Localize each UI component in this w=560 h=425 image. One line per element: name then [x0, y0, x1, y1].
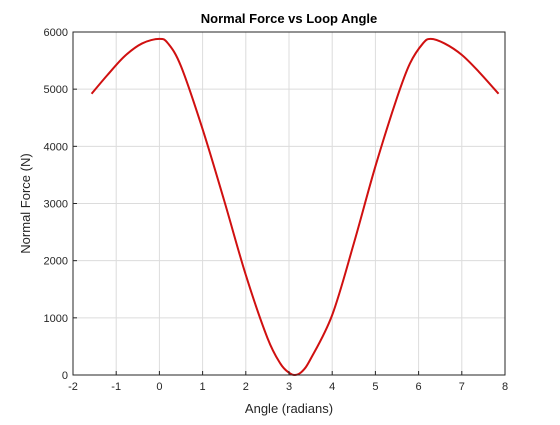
x-tick-label: 5 — [372, 381, 378, 393]
x-tick-label: 6 — [416, 381, 422, 393]
chart-title: Normal Force vs Loop Angle — [201, 11, 378, 26]
y-tick-label: 3000 — [44, 199, 68, 211]
x-tick-label: 2 — [243, 381, 249, 393]
tick-layer: -2 -1 0 1 2 3 4 5 6 7 8 0 1000 2000 3000 4000 5000 6000 — [44, 27, 509, 393]
x-tick-label: 7 — [459, 381, 465, 393]
x-tick-label: 4 — [329, 381, 335, 393]
y-tick-label: 4000 — [44, 141, 68, 153]
x-tick-label: -2 — [68, 381, 78, 393]
y-tick-label: 2000 — [44, 256, 68, 268]
y-axis-title: Normal Force (N) — [18, 153, 33, 253]
x-tick-label: -1 — [111, 381, 121, 393]
y-tick-label: 6000 — [44, 27, 68, 39]
x-tick-label: 1 — [200, 381, 206, 393]
y-tick-label: 0 — [62, 370, 68, 382]
y-tick-label: 1000 — [44, 313, 68, 325]
grid-layer — [73, 32, 505, 375]
x-tick-label: 8 — [502, 381, 508, 393]
x-axis-title: Angle (radians) — [245, 401, 333, 416]
y-tick-label: 5000 — [44, 84, 68, 96]
x-tick-label: 0 — [156, 381, 162, 393]
x-tick-label: 3 — [286, 381, 292, 393]
